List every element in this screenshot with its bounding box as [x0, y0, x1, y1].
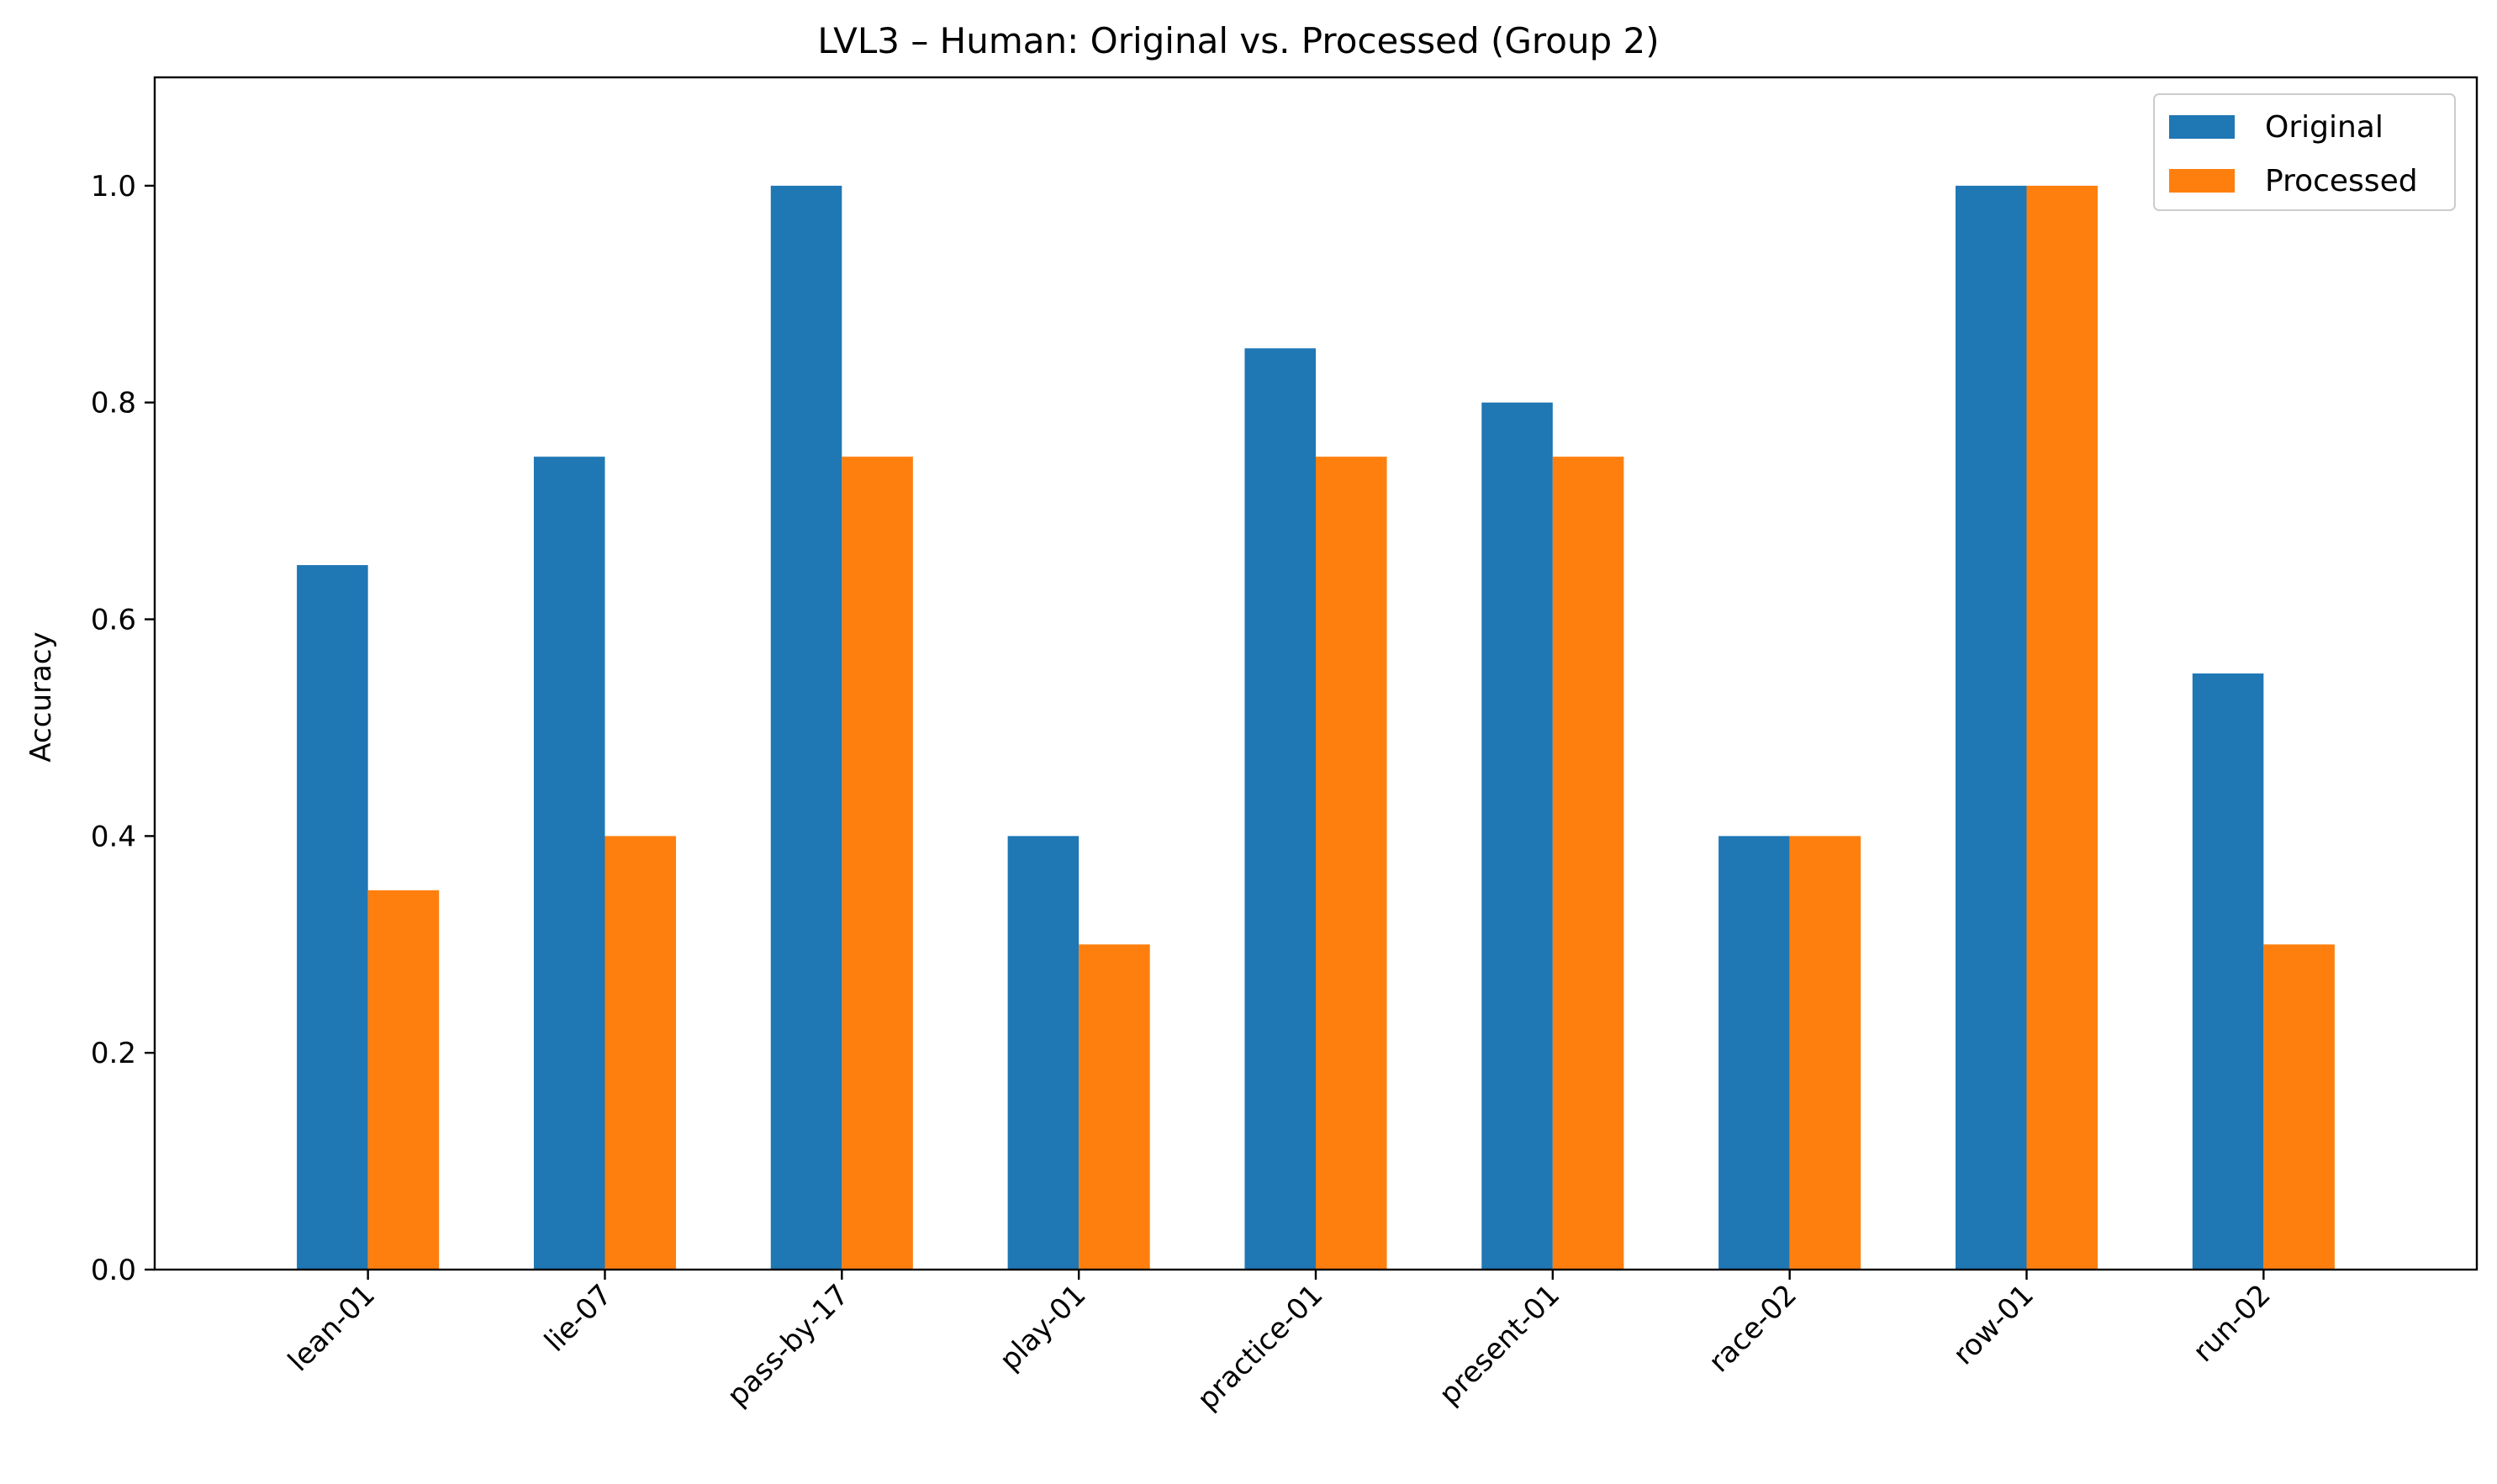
bar-processed-run-02	[2263, 944, 2335, 1270]
y-tick-label: 0.2	[91, 1037, 136, 1070]
legend-swatch-original	[2169, 115, 2235, 139]
bar-original-lean-01	[297, 565, 368, 1270]
legend: Original Processed	[2153, 93, 2456, 211]
bar-processed-race-02	[1789, 836, 1861, 1270]
legend-label-processed: Processed	[2265, 164, 2418, 198]
bar-processed-row-01	[2026, 185, 2098, 1270]
bar-original-present-01	[1481, 402, 1553, 1270]
bar-original-lie-07	[533, 457, 605, 1270]
y-tick-label: 0.0	[91, 1254, 136, 1287]
legend-swatch-processed	[2169, 169, 2235, 193]
bar-original-race-02	[1718, 836, 1790, 1270]
bar-original-run-02	[2192, 673, 2264, 1270]
chart-title: LVL3 – Human: Original vs. Processed (Gr…	[817, 20, 1659, 61]
bar-original-pass-by-17	[770, 185, 842, 1270]
bar-original-play-01	[1007, 836, 1080, 1270]
bar-original-row-01	[1955, 185, 2027, 1270]
bar-processed-play-01	[1079, 944, 1150, 1270]
bar-processed-lean-01	[367, 890, 440, 1270]
bar-processed-present-01	[1552, 457, 1624, 1270]
y-tick-label: 0.4	[91, 820, 136, 853]
bar-processed-pass-by-17	[842, 457, 913, 1270]
bar-processed-lie-07	[604, 836, 677, 1270]
y-tick-label: 0.8	[91, 387, 136, 420]
y-axis-label: Accuracy	[24, 631, 58, 762]
bar-original-practice-01	[1244, 348, 1316, 1270]
bar-processed-practice-01	[1316, 457, 1387, 1270]
y-tick-label: 1.0	[91, 170, 136, 203]
bars-layer	[297, 185, 2335, 1270]
legend-label-original: Original	[2265, 110, 2384, 145]
y-tick-label: 0.6	[91, 604, 136, 637]
